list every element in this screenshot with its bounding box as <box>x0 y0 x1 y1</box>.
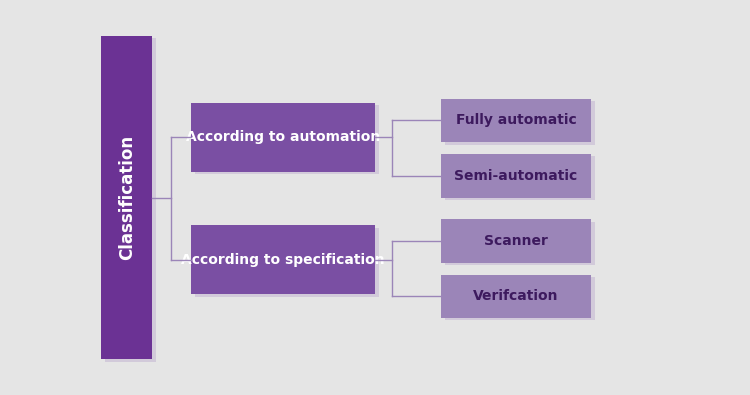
FancyBboxPatch shape <box>101 36 152 359</box>
Text: According to automation: According to automation <box>186 130 380 144</box>
Text: Fully automatic: Fully automatic <box>455 113 576 128</box>
Text: Scanner: Scanner <box>484 234 548 248</box>
Text: Classification: Classification <box>118 135 136 260</box>
FancyBboxPatch shape <box>441 219 591 263</box>
FancyBboxPatch shape <box>195 228 379 297</box>
FancyBboxPatch shape <box>191 103 375 172</box>
FancyBboxPatch shape <box>441 275 591 318</box>
FancyBboxPatch shape <box>105 38 156 362</box>
FancyBboxPatch shape <box>441 99 591 142</box>
FancyBboxPatch shape <box>195 105 379 174</box>
Text: According to specification: According to specification <box>182 253 385 267</box>
Text: Semi-automatic: Semi-automatic <box>454 169 578 183</box>
FancyBboxPatch shape <box>445 101 595 145</box>
FancyBboxPatch shape <box>445 277 595 320</box>
FancyBboxPatch shape <box>445 156 595 200</box>
FancyBboxPatch shape <box>441 154 591 198</box>
Text: Verifcation: Verifcation <box>473 289 559 303</box>
FancyBboxPatch shape <box>191 225 375 294</box>
FancyBboxPatch shape <box>445 222 595 265</box>
